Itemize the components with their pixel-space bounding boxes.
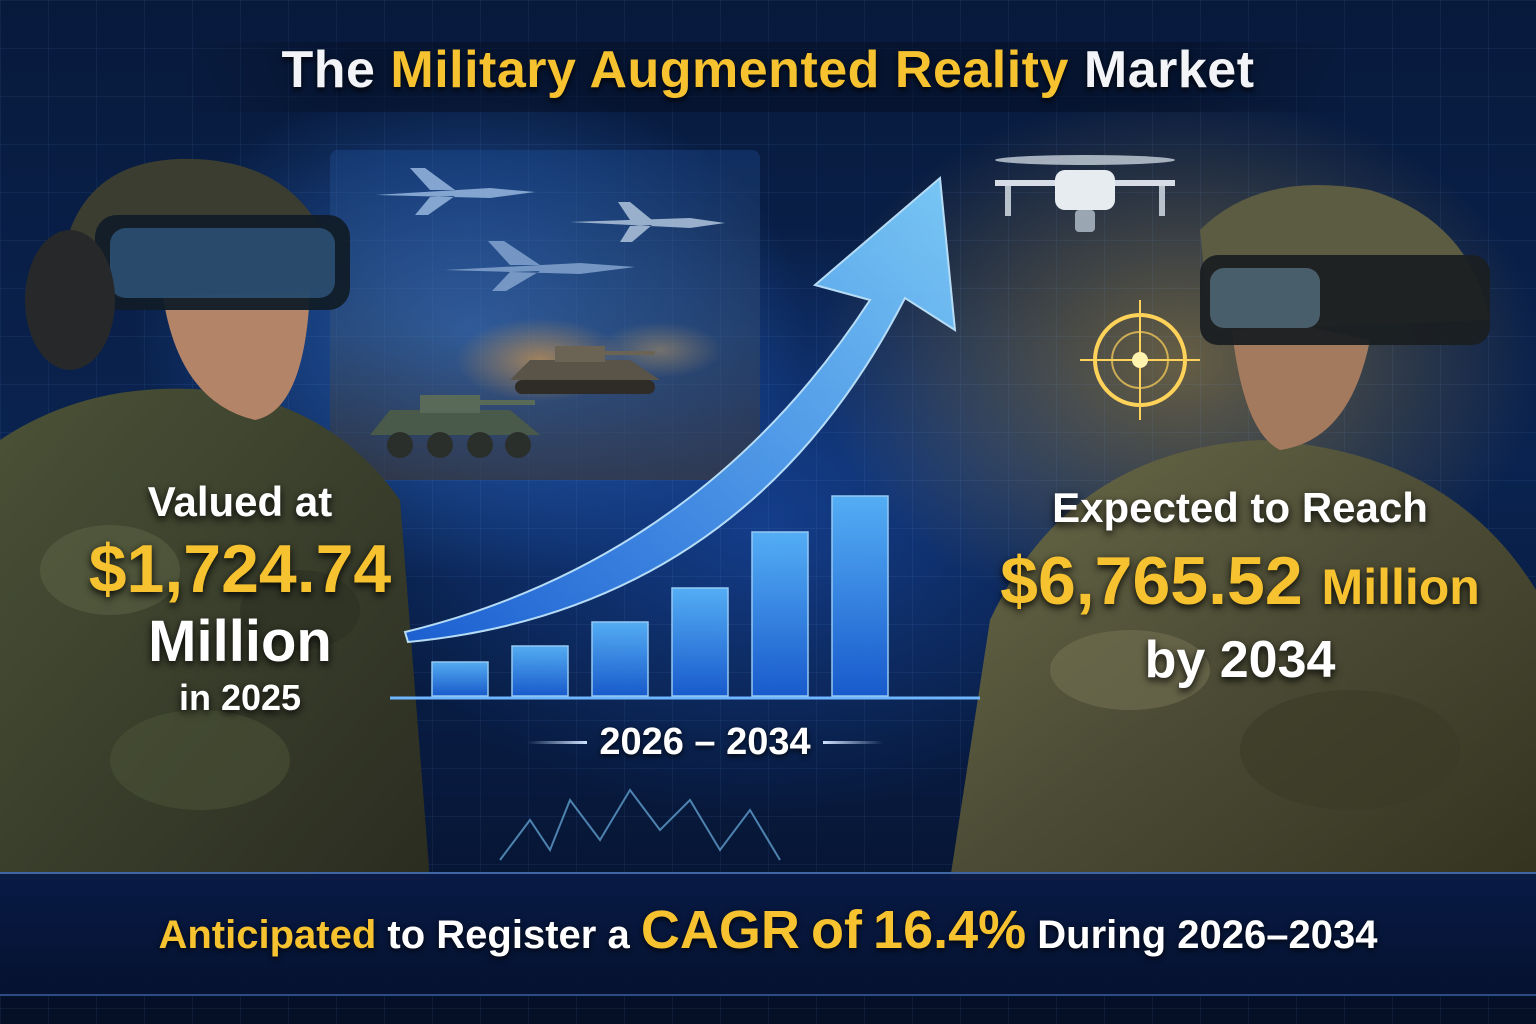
forecast-period: 2026 – 2034 [470,718,940,766]
hud-signal-line [499,788,781,861]
growth-bar [511,645,569,697]
growth-bar [671,587,729,697]
title-part1: The [281,41,376,99]
right-soldier-image [950,185,1536,880]
current-value-year: in 2025 [178,677,302,718]
title-backdrop [180,42,1356,112]
cagr-value: 16.4% [873,900,1027,960]
cagr-part4: of [810,900,862,960]
cagr-part3: CAGR [640,900,800,960]
cagr-part6: During 2026–2034 [1037,913,1378,957]
cagr-part2: to Register a [387,913,630,957]
cagr-banner [0,872,1536,996]
page-title: The Military Augmented Reality Market [0,40,1536,100]
current-value-block: Valued at $1,724.74 Million in 2025 [30,475,450,721]
forecast-year: by 2034 [1144,631,1336,689]
left-soldier-image [0,158,430,880]
armored-vehicle-icon [370,395,540,458]
forecast-period-label: 2026 – 2034 [599,720,811,763]
tank-icon [510,346,660,394]
forecast-value-unit: Million [1321,559,1480,615]
growth-bar [591,621,649,697]
valued-at-label: Valued at [147,478,333,525]
divider-left [527,740,588,744]
target-reticle-icon [1080,300,1200,420]
forecast-value: $6,765.52 [1000,543,1303,619]
fighter-jet-icon [445,241,635,291]
aircraft-icon [570,202,725,242]
expected-to-reach-label: Expected to Reach [1052,484,1428,531]
title-part2: Military Augmented Reality [390,41,1069,99]
growth-bar [751,531,809,697]
growth-bar [431,661,489,697]
growth-arrow [403,175,957,644]
drone-icon [995,155,1175,232]
battlefield-scene [330,150,760,480]
divider-right [822,740,883,744]
growth-bar [831,495,889,697]
cagr-statement: Anticipated to Register a CAGR of 16.4% … [0,890,1536,975]
title-part3: Market [1083,41,1255,99]
fighter-jet-icon [375,168,535,215]
current-value: $1,724.74 [88,531,392,607]
current-value-unit: Million [148,609,332,674]
forecast-value-line: $6,765.52 Million [960,538,1520,630]
forecast-value-block: Expected to Reach $6,765.52 Million by 2… [960,478,1520,690]
cagr-part1: Anticipated [158,913,377,957]
